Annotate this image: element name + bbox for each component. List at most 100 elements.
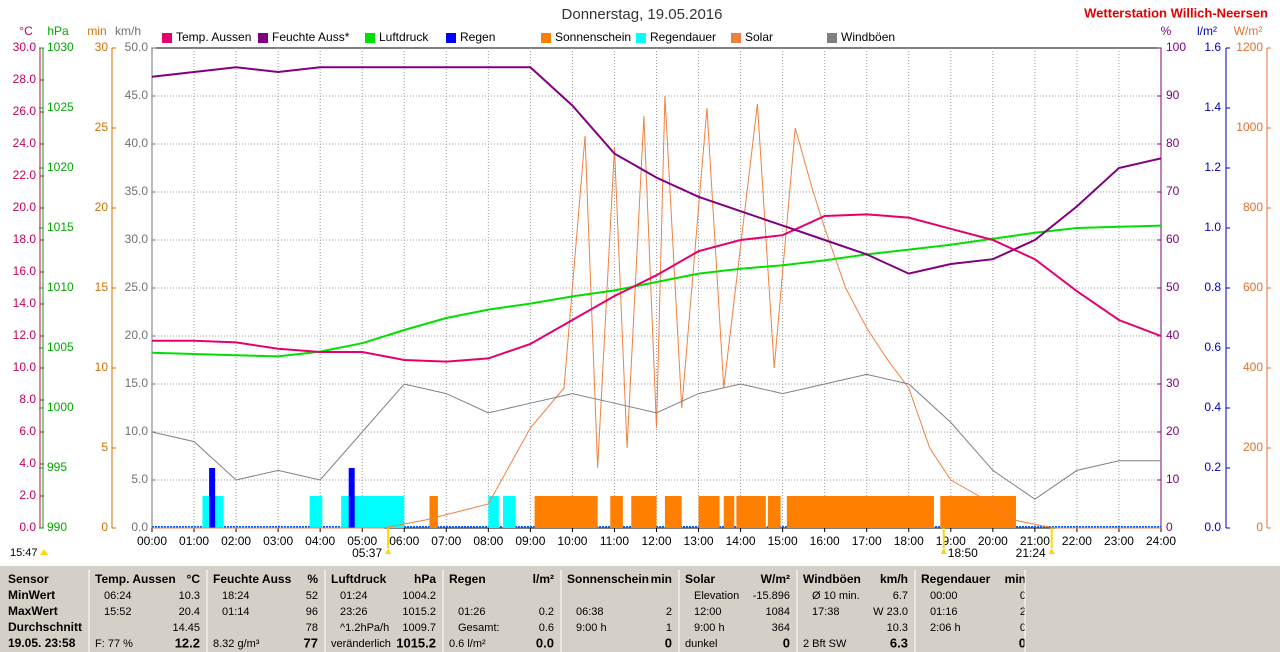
row-label: MaxWert (8, 604, 58, 618)
cell-label: 23:26 (340, 606, 368, 618)
y-tick-label: 0.0 (131, 520, 148, 534)
cell-value: 96 (306, 606, 318, 618)
cell-value: 14.45 (172, 622, 200, 634)
y-tick-label: 0 (1256, 520, 1263, 534)
legend-label: Feuchte Auss* (272, 30, 350, 44)
x-tick-label: 14:00 (726, 534, 756, 548)
cell-value: 1 (666, 622, 672, 634)
legend-label: Regen (460, 30, 495, 44)
cell-value: 1015.2 (396, 635, 436, 650)
y-tick-label: 16.0 (13, 264, 37, 278)
y-tick-label: 18.0 (13, 232, 37, 246)
legend-label: Sonnenschein (555, 30, 631, 44)
y-tick-label: 50 (1166, 280, 1180, 294)
y-tick-label: 25.0 (125, 280, 149, 294)
x-tick-label: 01:00 (179, 534, 209, 548)
legend-swatch (162, 33, 172, 43)
y-tick-label: 35.0 (125, 184, 149, 198)
axis-unit: km/h (115, 24, 141, 38)
y-tick-label: 20 (95, 200, 109, 214)
axis-unit: °C (19, 24, 33, 38)
column-unit: min (651, 572, 672, 586)
cell-label: 01:14 (222, 606, 250, 618)
axis-unit: min (87, 24, 106, 38)
cell-value: 0 (1020, 622, 1026, 634)
cell-label: 00:00 (930, 590, 958, 602)
legend-swatch (446, 33, 456, 43)
y-tick-label: 10.0 (13, 360, 37, 374)
y-tick-label: 30.0 (13, 40, 37, 54)
y-tick-label: 990 (47, 520, 67, 534)
y-tick-label: 20.0 (125, 328, 149, 342)
column-unit: °C (187, 572, 201, 586)
cell-label: veränderlich (331, 638, 391, 650)
x-tick-label: 17:00 (852, 534, 882, 548)
annotation-label: 05:37 (352, 546, 382, 560)
x-tick-label: 24:00 (1146, 534, 1176, 548)
y-tick-label: 1005 (47, 340, 74, 354)
legend-swatch (731, 33, 741, 43)
legend-swatch (258, 33, 268, 43)
y-tick-label: 1.6 (1204, 40, 1221, 54)
duration-bar (503, 496, 516, 528)
column-title: Windböen (803, 572, 861, 586)
y-tick-label: 5.0 (131, 472, 148, 486)
y-tick-label: 10 (1166, 472, 1180, 486)
legend-label: Solar (745, 30, 773, 44)
duration-bar (736, 496, 766, 528)
cell-label: 2:06 h (930, 622, 961, 634)
x-tick-label: 07:00 (431, 534, 461, 548)
cell-value: 0 (783, 635, 790, 650)
y-tick-label: 0.8 (1204, 280, 1221, 294)
row-label: Sensor (8, 572, 49, 586)
x-tick-label: 18:00 (894, 534, 924, 548)
annotation-marker (385, 548, 392, 554)
legend-swatch (365, 33, 375, 43)
x-tick-label: 09:00 (515, 534, 545, 548)
y-tick-label: 24.0 (13, 136, 37, 150)
series-line (152, 95, 1161, 529)
axis-unit: W/m² (1234, 24, 1263, 38)
column-unit: hPa (414, 572, 436, 586)
cell-value: 6.3 (890, 635, 908, 650)
duration-bar (488, 496, 499, 528)
y-tick-label: 1030 (47, 40, 74, 54)
series-line (151, 373, 1161, 500)
y-tick-label: 1.0 (1204, 220, 1221, 234)
y-tick-label: 28.0 (13, 72, 37, 86)
chart-title: Donnerstag, 19.05.2016 (562, 6, 723, 23)
y-tick-label: 600 (1243, 280, 1263, 294)
cell-label: Gesamt: (458, 622, 500, 634)
column-title: Feuchte Auss (213, 572, 292, 586)
x-tick-label: 11:00 (600, 534, 629, 548)
duration-bar (631, 496, 657, 528)
y-tick-label: 1010 (47, 280, 74, 294)
column-title: Sonnenschein (567, 572, 649, 586)
y-tick-label: 50.0 (125, 40, 149, 54)
y-tick-label: 14.0 (13, 296, 37, 310)
duration-bar (940, 496, 1016, 528)
station-title: Wetterstation Willich-Neersen (1084, 5, 1268, 20)
x-tick-label: 15:00 (768, 534, 798, 548)
x-tick-label: 04:00 (305, 534, 335, 548)
duration-bar (664, 496, 682, 528)
cell-label: F: 77 % (95, 638, 133, 650)
duration-bar (767, 496, 781, 528)
y-tick-label: 1200 (1236, 40, 1263, 54)
rain-bar (209, 468, 216, 528)
y-tick-label: 200 (1243, 440, 1263, 454)
y-tick-label: 1.4 (1204, 100, 1221, 114)
cell-value: 1009.7 (402, 622, 436, 634)
cell-value: 2 (666, 606, 672, 618)
cell-value: W 23.0 (873, 606, 908, 618)
y-tick-label: 1025 (47, 100, 74, 114)
cell-label: 15:52 (104, 606, 132, 618)
y-tick-label: 40 (1166, 328, 1180, 342)
y-tick-label: 25 (95, 120, 109, 134)
legend-label: Temp. Aussen (176, 30, 251, 44)
cell-label: 06:24 (104, 590, 132, 602)
annotation-marker (940, 548, 947, 554)
cell-label: 8.32 g/m³ (213, 638, 260, 650)
